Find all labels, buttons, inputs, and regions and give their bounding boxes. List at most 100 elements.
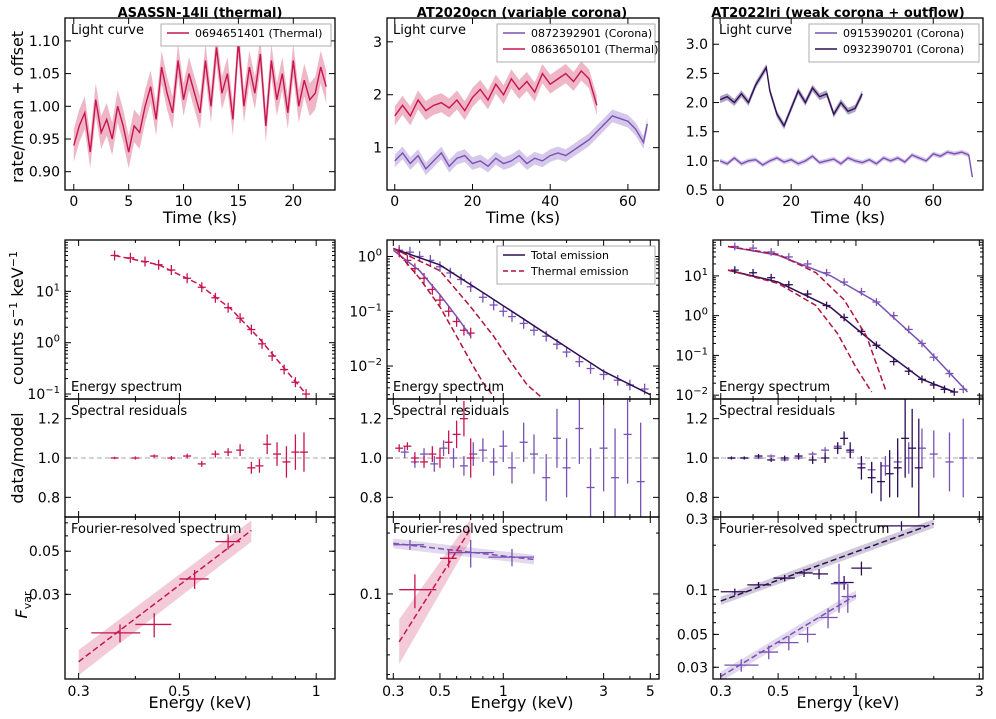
point-0694651401-thermal- [183,453,192,459]
ytick-label: 1 [373,141,382,157]
panel-label: Fourier-resolved spectrum [71,522,241,537]
point-0915390201-corona-data [929,353,938,362]
panel-label: Energy spectrum [71,380,182,395]
point-0932390701-corona- [908,408,917,488]
point-0872392901-corona-data [478,291,487,303]
xtick-label: 20 [782,194,800,210]
xtick-label: 5 [124,194,133,210]
point-0694651401-thermal- [236,313,245,324]
ytick-label: 1.0 [686,451,708,467]
point-0863650101-thermal- [444,430,453,455]
ytick-label: 1.0 [38,451,60,467]
ytick-label: 10−2 [349,357,382,375]
point-0872392901-corona- [562,438,571,498]
point-0694651401-thermal- [215,534,241,550]
ytick-exp: −1 [367,302,382,313]
ytick-label: 1.2 [38,412,60,428]
point-0863650101-thermal- [420,456,429,468]
point-0932390701-corona- [867,461,876,494]
point-0872392901-corona- [507,452,516,484]
legend-box [808,23,980,63]
xtick-label: 3 [975,684,984,700]
point-0872392901-corona- [448,539,494,568]
legend-lc0: 0694651401 (Thermal) [160,23,332,47]
point-0694651401-thermal- [280,364,289,375]
ytick-exp: −2 [693,386,708,397]
ytick-base: 10 [36,284,54,300]
point-0694651401-thermal- [224,448,233,457]
point-0872392901-corona- [439,440,448,457]
ytick-label: 1.2 [686,412,708,428]
xtick-label: 0.5 [767,684,789,700]
point-0872392901-corona- [611,428,620,517]
point-0694651401-thermal- [135,613,172,638]
plot-area-sp2 [727,242,969,396]
ytick-label: 0.5 [686,183,708,199]
legend-entry: 0694651401 (Thermal) [195,27,322,40]
xtick-label: 0 [716,194,725,210]
line-thermal-emission-0915390201 [727,245,887,390]
ylabel-counts-main: counts s [8,318,27,385]
point-0932390701-corona- [767,458,776,462]
ytick-label: 0.05 [677,627,708,643]
ytick-exp: 0 [54,334,60,345]
panel-rs2: 0.8 1.0 1.2 Spectral residuals [686,398,984,518]
ylabel-counts-kev: keV [8,267,27,302]
line-0932390701-corona- [719,65,863,128]
point-0872392901-corona-data [507,311,516,322]
point-0932390701-corona- [812,569,829,580]
point-0872392901-corona- [449,448,458,468]
ytick-label: 2 [373,88,382,104]
frame-lc1 [386,17,660,191]
legend-entry: Thermal emission [530,265,629,278]
plot-area-fv0 [78,520,252,676]
frame-lc2 [712,17,984,191]
point-0863650101-thermal- [428,446,437,462]
point-0932390701-corona- [808,456,817,464]
band-fit-0915390201 [720,590,856,679]
ylabel-fvar-sub: var [21,591,34,609]
point-0932390701-corona-data [730,266,739,274]
xlabel-time: Time (ks) [485,208,560,227]
ytick-label: 3 [373,35,382,51]
point-0694651401-thermal- [263,434,272,455]
ytick-label: 10−1 [349,302,382,320]
frame-fv2 [712,516,984,680]
ytick-label: 1.10 [29,34,60,50]
ytick-label: 0.8 [686,490,708,506]
point-0872392901-corona- [542,454,551,502]
point-0932390701-corona- [846,442,855,458]
panel-label: Fourier-resolved spectrum [393,522,563,537]
panel-lc2: 0.5 1.0 1.5 2.0 2.5 3.0 0 20 40 60 Time (ks) Light … [686,17,984,227]
panel-rs1: 0.8 1.0 1.2 Spectral residuals [360,398,660,518]
point-0915390201-corona- [881,456,890,476]
panel-lc0: 0.90 0.95 1.00 1.05 1.10 0 5 10 15 20 Time (ks) Lig… [29,17,336,227]
ytick-label: 0.8 [360,490,382,506]
ytick-label: 0.90 [29,165,60,181]
ytick-label: 1.0 [686,154,708,170]
point-0872392901-corona-data [562,346,571,358]
xtick-label: 5 [646,684,655,700]
band-power-law-fit [78,520,252,676]
xtick-label: 0 [390,194,399,210]
point-0694651401-thermal- [236,444,245,457]
frame-sp2 [712,239,984,400]
ytick-label: 0.95 [29,132,60,148]
point-0872392901-corona- [575,399,584,464]
point-0872392901-corona-data [499,305,508,317]
point-0872392901-corona- [552,408,561,468]
ytick-exp: −1 [693,346,708,357]
line-power-law-fit [78,529,252,663]
point-0863650101-thermal- [410,452,419,464]
ytick-label: 2.0 [686,96,708,112]
ytick-exp: 1 [54,282,60,293]
panel-label: Energy spectrum [393,380,504,395]
plot-area-lc1 [394,61,649,176]
point-0932390701-corona- [901,399,910,478]
line-0915390201-corona- [719,151,974,178]
point-0694651401-thermal- [282,446,291,478]
xtick-label: 0.5 [168,684,190,700]
legend-entry: 0932390701 (Corona) [843,43,964,56]
legend-box [496,245,656,285]
